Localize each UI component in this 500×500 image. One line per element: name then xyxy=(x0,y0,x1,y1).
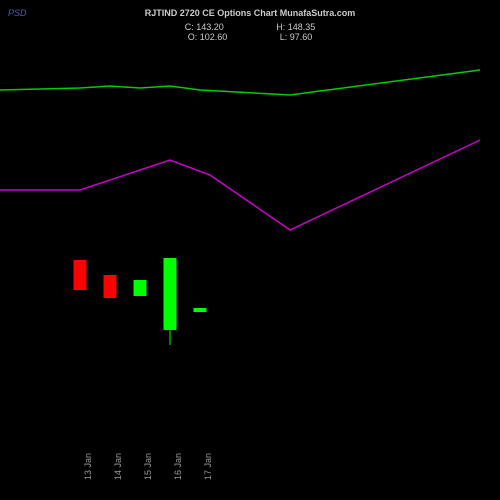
magenta-line xyxy=(0,140,480,230)
x-tick-label: 17 Jan xyxy=(203,453,213,480)
x-tick-label: 14 Jan xyxy=(113,453,123,480)
x-tick-label: 15 Jan xyxy=(143,453,153,480)
candlesticks xyxy=(74,258,207,345)
candle-body xyxy=(74,260,87,290)
price-chart xyxy=(0,0,500,500)
candle-body xyxy=(194,308,207,312)
candle-body xyxy=(104,275,117,298)
green-line xyxy=(0,70,480,95)
candle-body xyxy=(134,280,147,296)
indicator-lines xyxy=(0,70,480,230)
x-tick-label: 16 Jan xyxy=(173,453,183,480)
candle-body xyxy=(164,258,177,330)
x-tick-label: 13 Jan xyxy=(83,453,93,480)
x-axis-labels: 13 Jan 14 Jan 15 Jan 16 Jan 17 Jan xyxy=(0,445,500,485)
